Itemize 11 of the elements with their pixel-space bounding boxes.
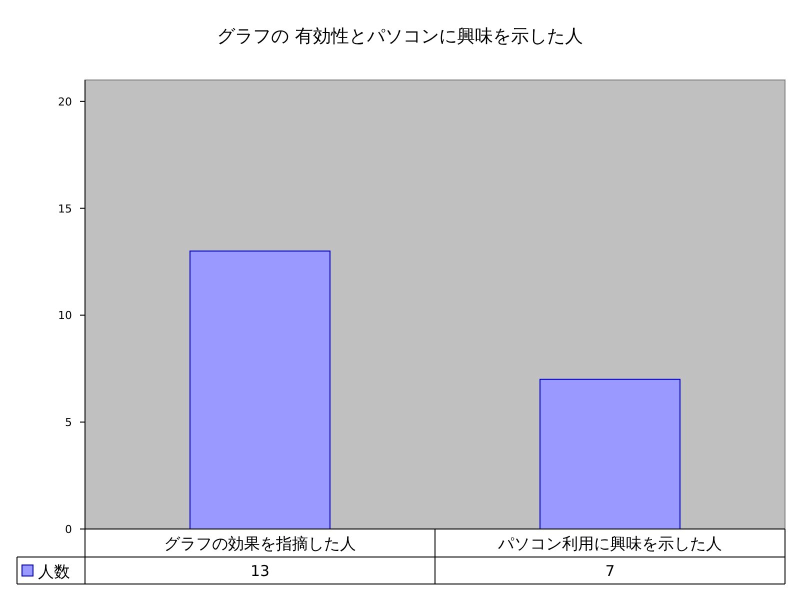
y-tick-label: 20 (58, 95, 72, 108)
title: グラフの 有効性とパソコンに興味を示した人 (217, 26, 583, 47)
y-tick-label: 0 (65, 523, 72, 536)
legend-label: 人数 (38, 562, 70, 581)
data-label: 7 (605, 562, 615, 580)
x-tick-label: グラフの効果を指摘した人 (164, 534, 356, 553)
y-tick-label: 10 (58, 309, 72, 322)
y-tick-label: 15 (58, 202, 72, 216)
y-tick-label: 5 (65, 416, 72, 430)
data-label: 13 (250, 562, 270, 580)
x-tick-label: パソコン利用に興味を示した人 (497, 534, 722, 553)
